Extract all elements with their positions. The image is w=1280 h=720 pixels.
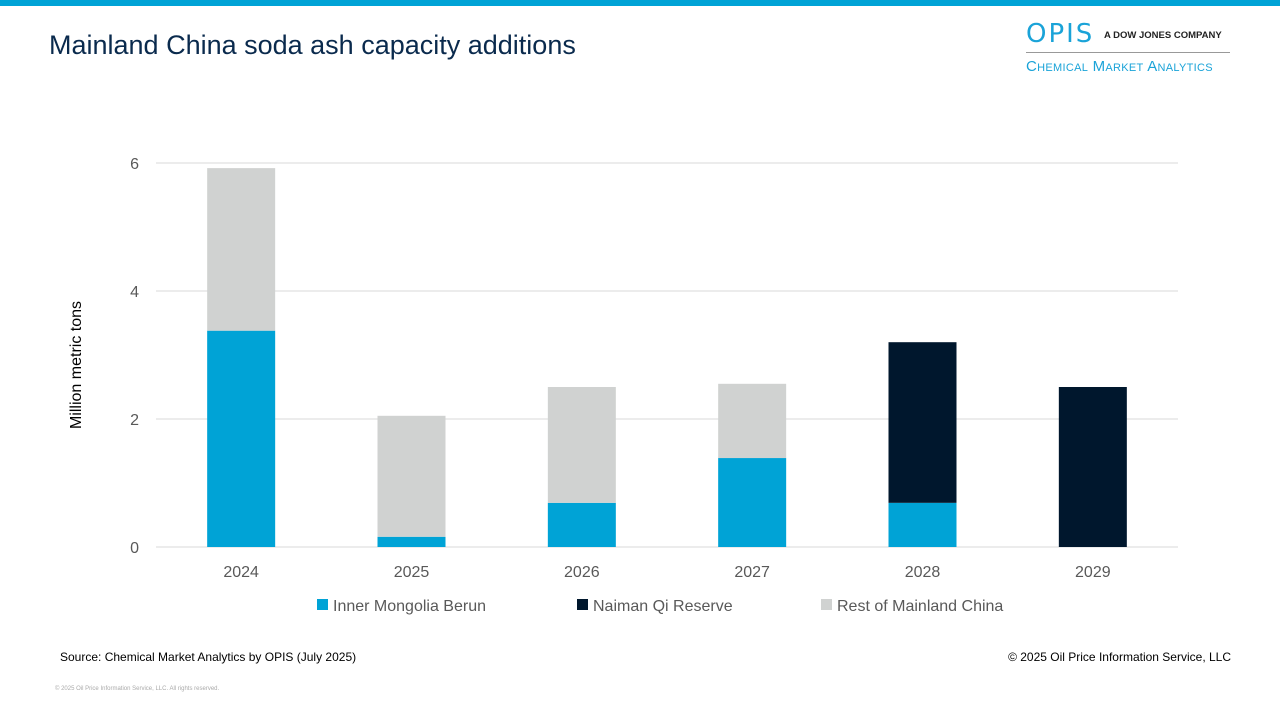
bars (207, 168, 1127, 547)
legend-label: Inner Mongolia Berun (333, 598, 486, 615)
bar-naiman-qi-reserve-2029 (1058, 387, 1127, 547)
gridlines (156, 162, 1178, 548)
legend: Inner Mongolia Berun Naiman Qi Reserve Res… (317, 598, 1003, 615)
bar-rest-of-mainland-china-2024 (207, 168, 276, 331)
logo-subtitle: Chemical Market Analytics (1026, 58, 1213, 75)
legend-swatch (317, 599, 328, 610)
legend-item: Rest of Mainland China (821, 598, 1003, 615)
x-tick-label: 2029 (1075, 564, 1111, 581)
y-tick-label: 2 (130, 412, 139, 429)
fine-print: © 2025 Oil Price Information Service, LL… (55, 686, 220, 692)
legend-item: Inner Mongolia Berun (317, 598, 486, 615)
y-tick-label: 6 (130, 156, 139, 173)
logo-divider (1026, 52, 1230, 53)
bar-rest-of-mainland-china-2027 (718, 383, 787, 459)
bar-inner-mongolia-berun-2024 (207, 330, 276, 547)
copyright-note: © 2025 Oil Price Information Service, LL… (1008, 650, 1231, 664)
x-tick-label: 2024 (223, 564, 259, 581)
logo-tagline: A DOW JONES COMPANY (1104, 30, 1222, 41)
bar-inner-mongolia-berun-2026 (547, 502, 616, 547)
x-tick-label: 2026 (564, 564, 600, 581)
page-title: Mainland China soda ash capacity additio… (49, 30, 576, 60)
top-accent-bar (0, 0, 1280, 6)
legend-label: Naiman Qi Reserve (593, 598, 733, 615)
opis-logo: OPIS A DOW JONES COMPANY Chemical Market… (1026, 19, 1230, 75)
y-axis-ticks: 0 2 4 6 (130, 156, 139, 557)
source-note: Source: Chemical Market Analytics by OPI… (60, 650, 357, 664)
legend-label: Rest of Mainland China (837, 598, 1003, 615)
x-tick-label: 2025 (394, 564, 430, 581)
logo-brand: OPIS (1026, 19, 1095, 49)
bar-inner-mongolia-berun-2028 (888, 502, 957, 547)
x-tick-label: 2027 (734, 564, 770, 581)
legend-item: Naiman Qi Reserve (577, 598, 733, 615)
bar-naiman-qi-reserve-2028 (888, 342, 957, 503)
legend-swatch (577, 599, 588, 610)
bar-rest-of-mainland-china-2025 (377, 415, 446, 537)
bar-inner-mongolia-berun-2025 (377, 536, 446, 547)
legend-swatch (821, 599, 832, 610)
y-tick-label: 0 (130, 540, 139, 557)
x-tick-label: 2028 (905, 564, 941, 581)
y-axis-label: Million metric tons (68, 301, 85, 429)
bar-rest-of-mainland-china-2026 (547, 387, 616, 503)
x-axis-ticks: 2024 2025 2026 2027 2028 2029 (223, 564, 1110, 581)
y-tick-label: 4 (130, 284, 139, 301)
bar-inner-mongolia-berun-2027 (718, 458, 787, 547)
